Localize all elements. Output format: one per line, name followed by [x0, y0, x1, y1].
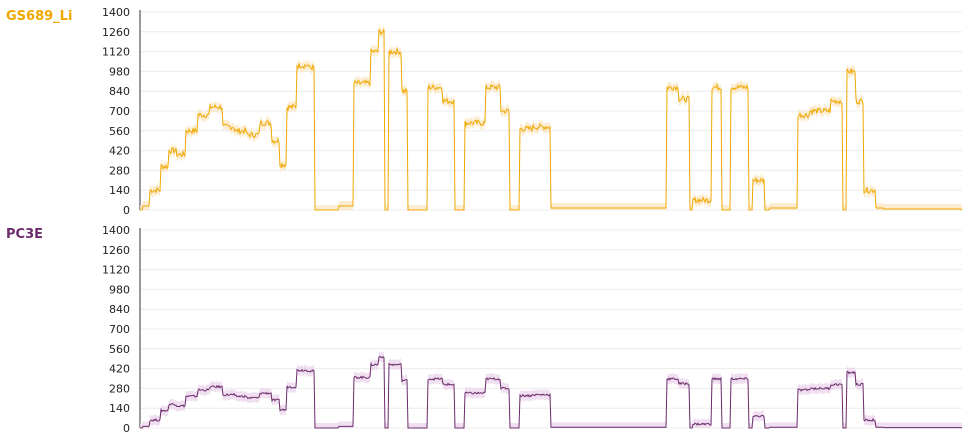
track-gs689-li: 1400 1260 1120 980 840 700 560 420 280 140 0 GS689… [6, 6, 963, 217]
track-label-pc3e: PC3E [6, 227, 43, 242]
y-tick-label: 1260 [102, 244, 130, 257]
signal-line [140, 355, 963, 429]
y-tick-label: 560 [109, 125, 130, 138]
y-tick-label: 1260 [102, 26, 130, 39]
y-tick-label: 1400 [102, 224, 130, 237]
y-tick-label: 140 [109, 402, 130, 415]
y-tick-label: 1120 [102, 264, 130, 277]
y-tick-label: 980 [109, 65, 130, 78]
y-tick-label: 560 [109, 343, 130, 356]
y-tick-label: 700 [109, 105, 130, 118]
y-tick-label: 840 [109, 303, 130, 316]
y-tick-label: 140 [109, 184, 130, 197]
y-tick-label: 420 [109, 363, 130, 376]
track-pc3e: 1400 1260 1120 980 840 700 560 420 280 140 0 PC3E [0, 218, 965, 435]
y-tick-label: 0 [123, 422, 130, 435]
y-tick-label: 700 [109, 323, 130, 336]
y-tick-label: 420 [109, 145, 130, 158]
track-label-gs689-li: GS689_Li [6, 9, 73, 24]
y-tick-label: 980 [109, 283, 130, 296]
y-tick-label: 1120 [102, 46, 130, 59]
y-tick-label: 1400 [102, 6, 130, 19]
y-tick-label: 0 [123, 204, 130, 217]
y-tick-label: 280 [109, 164, 130, 177]
signal-line [140, 28, 963, 211]
y-tick-label: 280 [109, 382, 130, 395]
y-tick-label: 840 [109, 85, 130, 98]
